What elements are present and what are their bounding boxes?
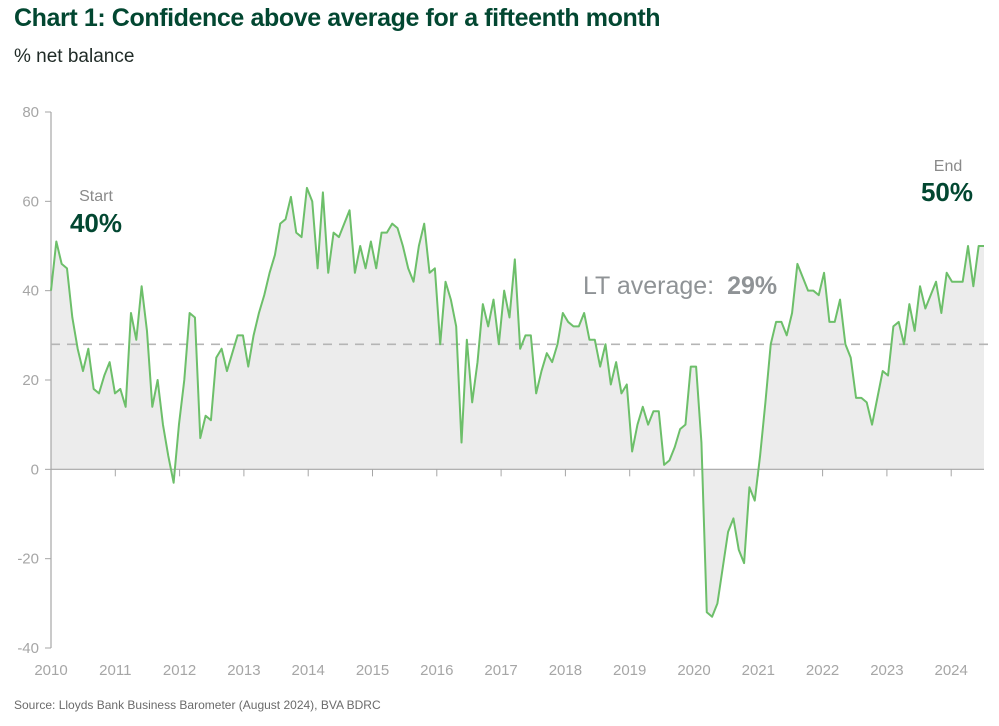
label-layer: Start 40% End 50% LT average: 29% bbox=[70, 158, 973, 300]
x-tick-label: 2010 bbox=[34, 662, 67, 679]
area-layer bbox=[51, 187, 984, 617]
axes-layer: -40 -20 0 20 40 60 80 2010 2011 2012 2013 2014 2015 2… bbox=[17, 104, 984, 679]
x-tick-label: 2018 bbox=[549, 662, 582, 679]
lt-average-annotation: LT average: 29% bbox=[583, 272, 777, 300]
end-value: 50% bbox=[921, 177, 973, 207]
y-tick-label: 20 bbox=[22, 372, 39, 389]
chart-subtitle: % net balance bbox=[14, 46, 135, 67]
x-tick-label: 2011 bbox=[99, 662, 131, 679]
x-tick-label: 2021 bbox=[742, 662, 775, 679]
y-tick-label: -40 bbox=[17, 640, 39, 657]
lt-average-value: 29% bbox=[727, 272, 777, 300]
x-tick-label: 2023 bbox=[870, 662, 903, 679]
y-tick-label: -20 bbox=[17, 551, 39, 568]
end-label: End bbox=[934, 158, 962, 175]
x-tick-label: 2019 bbox=[613, 662, 646, 679]
x-tick-label: 2022 bbox=[806, 662, 839, 679]
series-line-business-confidence bbox=[50, 186, 984, 618]
x-tick-label: 2012 bbox=[163, 662, 196, 679]
area-fill bbox=[51, 187, 984, 617]
source-note: Source: Lloyds Bank Business Barometer (… bbox=[14, 698, 381, 712]
y-tick-label: 40 bbox=[22, 283, 39, 300]
x-tick-label: 2020 bbox=[677, 662, 710, 679]
x-tick-label: 2017 bbox=[484, 662, 517, 679]
x-tick-label: 2013 bbox=[227, 662, 260, 679]
start-value: 40% bbox=[70, 208, 122, 238]
chart-title: Chart 1: Confidence above average for a … bbox=[14, 4, 661, 32]
x-tick-label: 2024 bbox=[935, 662, 968, 679]
start-label: Start bbox=[79, 188, 113, 205]
x-tick-label: 2015 bbox=[356, 662, 389, 679]
y-tick-label: 80 bbox=[22, 104, 39, 121]
y-tick-label: 0 bbox=[31, 461, 39, 478]
y-tick-label: 60 bbox=[22, 193, 39, 210]
lt-average-label: LT average: bbox=[583, 272, 714, 300]
line-layer bbox=[50, 186, 984, 618]
x-tick-label: 2014 bbox=[292, 662, 325, 679]
x-tick-label: 2016 bbox=[420, 662, 453, 679]
